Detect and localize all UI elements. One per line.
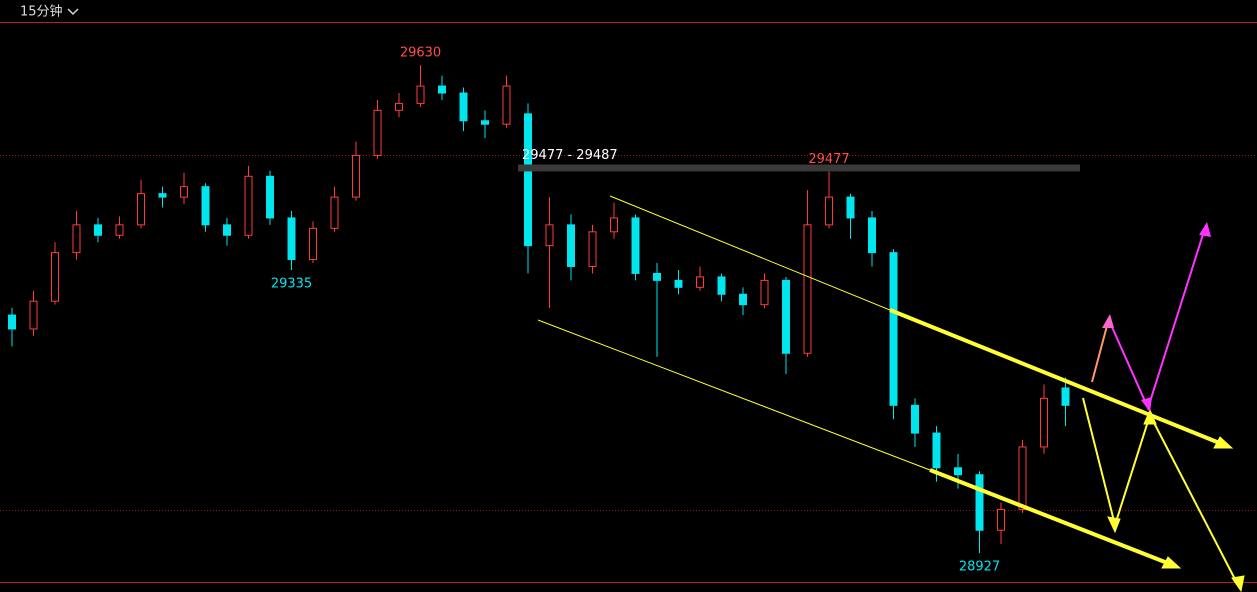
candle-body bbox=[223, 224, 231, 236]
period-label[interactable]: 15分钟 bbox=[20, 4, 63, 20]
candle-body bbox=[72, 224, 81, 254]
candle-body bbox=[180, 186, 188, 198]
candle-body bbox=[137, 193, 145, 226]
candle-body bbox=[911, 404, 919, 434]
channel-upper-thin bbox=[609, 195, 891, 311]
candle-body bbox=[803, 224, 812, 354]
candle-body bbox=[1018, 446, 1027, 510]
candle-body bbox=[287, 217, 296, 261]
candle-body bbox=[330, 196, 339, 229]
candle-body bbox=[889, 252, 898, 406]
candle-body bbox=[502, 85, 511, 125]
price-annotation: 29630 bbox=[400, 46, 441, 61]
candle-body bbox=[975, 474, 984, 531]
candle-body bbox=[1040, 397, 1048, 448]
candle-body bbox=[631, 217, 640, 274]
candle-body bbox=[115, 224, 124, 236]
candle-body bbox=[438, 85, 446, 94]
channel-upper bbox=[889, 308, 1223, 446]
candle-body bbox=[459, 92, 468, 122]
alt-path-line bbox=[1107, 227, 1206, 411]
candle-body bbox=[373, 109, 382, 156]
arrowhead bbox=[1143, 408, 1157, 425]
arrowhead bbox=[1141, 397, 1152, 412]
candle-body bbox=[610, 217, 618, 233]
candle-body bbox=[760, 279, 769, 306]
arrowhead bbox=[1102, 314, 1114, 328]
candle-body bbox=[1061, 387, 1070, 406]
arrowhead bbox=[1161, 556, 1182, 569]
price-zone bbox=[518, 164, 1080, 172]
candle-body bbox=[868, 217, 876, 254]
candle-body bbox=[932, 432, 941, 469]
candle-body bbox=[696, 276, 704, 288]
candle-body bbox=[395, 102, 403, 111]
candle-body bbox=[588, 231, 597, 268]
candle-body bbox=[352, 154, 360, 198]
channel bbox=[537, 195, 1245, 592]
candle-body bbox=[674, 279, 683, 288]
zone-label: 29477 - 29487 bbox=[522, 148, 618, 163]
arrowhead bbox=[1107, 516, 1121, 534]
price-annotation: 29335 bbox=[271, 276, 312, 291]
candle-body bbox=[309, 227, 317, 261]
arrowhead bbox=[1199, 222, 1211, 237]
candle-body bbox=[244, 175, 253, 236]
candle-body bbox=[997, 508, 1005, 531]
candle-body bbox=[29, 300, 38, 330]
candle-body bbox=[266, 175, 274, 219]
channel-lower-thin bbox=[537, 319, 931, 471]
candle-body bbox=[782, 279, 790, 354]
alt-leg bbox=[1091, 321, 1109, 383]
candle-body bbox=[416, 85, 425, 104]
candle-body bbox=[846, 196, 855, 219]
candle-body bbox=[653, 272, 661, 281]
price-annotation: 29477 bbox=[808, 152, 849, 167]
candle-body bbox=[94, 224, 102, 236]
candle-body bbox=[8, 314, 16, 330]
candle-body bbox=[201, 186, 210, 226]
price-annotation: 28927 bbox=[959, 560, 1000, 575]
candle-body bbox=[524, 113, 532, 247]
candle-body bbox=[567, 224, 575, 268]
candle-body bbox=[717, 276, 726, 295]
candle-body bbox=[51, 252, 59, 302]
arrowhead bbox=[1231, 575, 1245, 592]
candle-body bbox=[954, 467, 962, 476]
candle-body bbox=[825, 196, 833, 226]
period-chevron[interactable] bbox=[67, 8, 79, 15]
forecast-path bbox=[1082, 397, 1239, 586]
arrowhead bbox=[1213, 436, 1234, 449]
channel-lower bbox=[929, 468, 1171, 566]
candle-body bbox=[545, 224, 554, 247]
candle-body bbox=[158, 193, 167, 198]
candle-body bbox=[739, 293, 747, 306]
alt-path bbox=[1091, 222, 1211, 412]
candle-body bbox=[481, 120, 489, 125]
